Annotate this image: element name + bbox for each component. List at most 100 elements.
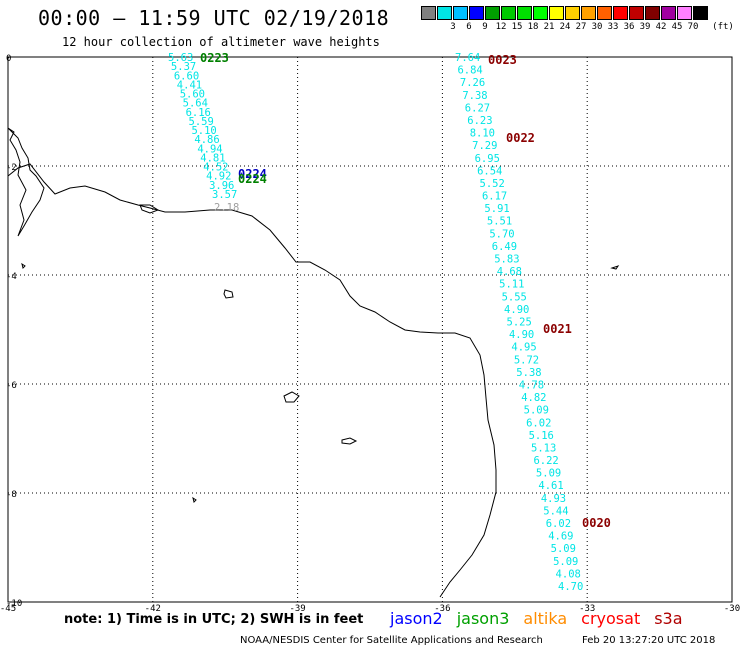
scale-label: 30 xyxy=(591,22,603,32)
scale-label: 36 xyxy=(623,22,635,32)
satellite-legend-item: jason2 xyxy=(390,609,443,628)
wave-height-value: 6.54 xyxy=(477,165,502,177)
wave-height-value: 4.92 xyxy=(206,171,231,183)
wave-height-value: 3.96 xyxy=(209,180,234,192)
brazil-coastline xyxy=(7,163,497,598)
wave-height-scale-labels: 3 6 9 12 15 18 21 24 27 30 33 36 39 42 45 70 (ft) xyxy=(421,22,740,34)
islet-west xyxy=(21,262,26,269)
longitude-tick-label: -39 xyxy=(289,604,305,614)
wave-height-value: 5.55 xyxy=(502,291,527,303)
wave-height-value: 5.13 xyxy=(531,442,556,454)
wave-height-value: 6.49 xyxy=(492,241,517,253)
wave-height-value: 5.44 xyxy=(543,505,568,517)
scale-label: 42 xyxy=(655,22,667,32)
scale-swatch xyxy=(421,6,436,20)
wave-height-value: 5.38 xyxy=(516,367,541,379)
scale-swatch xyxy=(453,6,468,20)
north-coast-islands xyxy=(7,127,45,237)
axis-ticks: -45 -42 -39 -36 -33 -30 0 -2 -4 -6 -8 -10 xyxy=(0,54,740,614)
wave-height-value: 4.52 xyxy=(203,162,228,174)
wave-height-value: 4.78 xyxy=(519,379,544,391)
wave-height-value: 5.25 xyxy=(507,317,532,329)
altimeter-tracks: 5.635.376.604.415.605.646.165.595.104.86… xyxy=(168,52,583,593)
wave-height-value: 3.57 xyxy=(212,189,237,201)
scale-label: 24 xyxy=(559,22,571,32)
scale-label: 21 xyxy=(543,22,555,32)
wave-height-value: 5.63 xyxy=(168,52,193,64)
satellite-legend-item: cryosat xyxy=(581,609,641,628)
wave-height-value: 6.22 xyxy=(533,455,558,467)
wave-height-value: 4.41 xyxy=(177,79,202,91)
wave-height-value: 6.95 xyxy=(475,153,500,165)
wave-height-value: 5.11 xyxy=(499,279,524,291)
wave-height-value: 5.10 xyxy=(191,125,216,137)
scale-swatch xyxy=(581,6,596,20)
pass-label: 0021 xyxy=(543,322,572,336)
island-rocas xyxy=(283,391,300,403)
island-lencois xyxy=(223,289,234,299)
wave-height-value: 4.93 xyxy=(541,493,566,505)
scale-swatch xyxy=(485,6,500,20)
wave-height-value: 2.18 xyxy=(214,202,239,214)
wave-height-value: 6.84 xyxy=(457,65,482,77)
scale-swatch xyxy=(661,6,676,20)
wave-height-value: 4.82 xyxy=(521,392,546,404)
island-marajo xyxy=(139,204,160,214)
pass-label: 0224 xyxy=(238,172,267,186)
scale-label: 45 xyxy=(671,22,683,32)
satellite-legend-item: altika xyxy=(523,609,568,628)
longitude-tick-label: -42 xyxy=(145,604,161,614)
scale-swatch xyxy=(677,6,692,20)
longitude-tick-label: -33 xyxy=(579,604,595,614)
lat-lon-grid xyxy=(8,57,732,602)
wave-height-value: 5.64 xyxy=(183,98,208,110)
wave-height-color-scale xyxy=(421,6,709,20)
map-frame xyxy=(7,56,733,603)
scale-swatch xyxy=(629,6,644,20)
wave-height-value: 7.26 xyxy=(460,77,485,89)
scale-label: 70 xyxy=(687,22,699,32)
scale-swatch xyxy=(565,6,580,20)
wave-height-value: 4.81 xyxy=(200,152,225,164)
islet-east xyxy=(610,265,620,270)
wave-height-value: 5.60 xyxy=(180,89,205,101)
wave-height-value: 4.95 xyxy=(511,342,536,354)
wave-height-value: 5.70 xyxy=(489,228,514,240)
scale-swatch xyxy=(613,6,628,20)
satellite-legend: jason2 jason3 altika cryosat s3a xyxy=(390,609,697,628)
latitude-tick-label: -4 xyxy=(6,272,17,282)
scale-unit-label: (ft) xyxy=(712,22,734,32)
wave-height-value: 4.94 xyxy=(197,143,222,155)
wave-height-value: 6.27 xyxy=(465,102,490,114)
wave-height-value: 5.09 xyxy=(551,543,576,555)
longitude-tick-label: -36 xyxy=(434,604,450,614)
scale-swatch xyxy=(597,6,612,20)
footer-note: note: 1) Time is in UTC; 2) SWH is in fe… xyxy=(64,612,364,627)
latitude-tick-label: -2 xyxy=(6,163,17,173)
wave-height-value: 5.83 xyxy=(494,254,519,266)
wave-height-value: 5.09 xyxy=(536,468,561,480)
wave-height-value: 5.09 xyxy=(524,405,549,417)
wave-height-value: 6.23 xyxy=(467,115,492,127)
scale-label: 18 xyxy=(527,22,539,32)
latitude-tick-label: -8 xyxy=(6,490,17,500)
wave-height-value: 6.16 xyxy=(186,107,211,119)
longitude-tick-label: -30 xyxy=(724,604,740,614)
pass-label: 0020 xyxy=(582,516,611,530)
wave-height-value: 6.02 xyxy=(526,417,551,429)
wave-height-value: 4.70 xyxy=(558,581,583,593)
islet-south xyxy=(192,496,197,503)
wave-height-value: 4.68 xyxy=(497,266,522,278)
scale-swatch xyxy=(517,6,532,20)
wave-height-value: 5.51 xyxy=(487,216,512,228)
scale-swatch xyxy=(549,6,564,20)
latitude-tick-label: -10 xyxy=(6,599,22,609)
scale-swatch xyxy=(501,6,516,20)
wave-height-value: 7.38 xyxy=(462,90,487,102)
scale-swatch xyxy=(533,6,548,20)
pass-label: 0224 xyxy=(238,167,267,181)
scale-label: 27 xyxy=(575,22,587,32)
generated-timestamp: Feb 20 13:27:20 UTC 2018 xyxy=(582,635,716,646)
scale-label: 12 xyxy=(495,22,507,32)
